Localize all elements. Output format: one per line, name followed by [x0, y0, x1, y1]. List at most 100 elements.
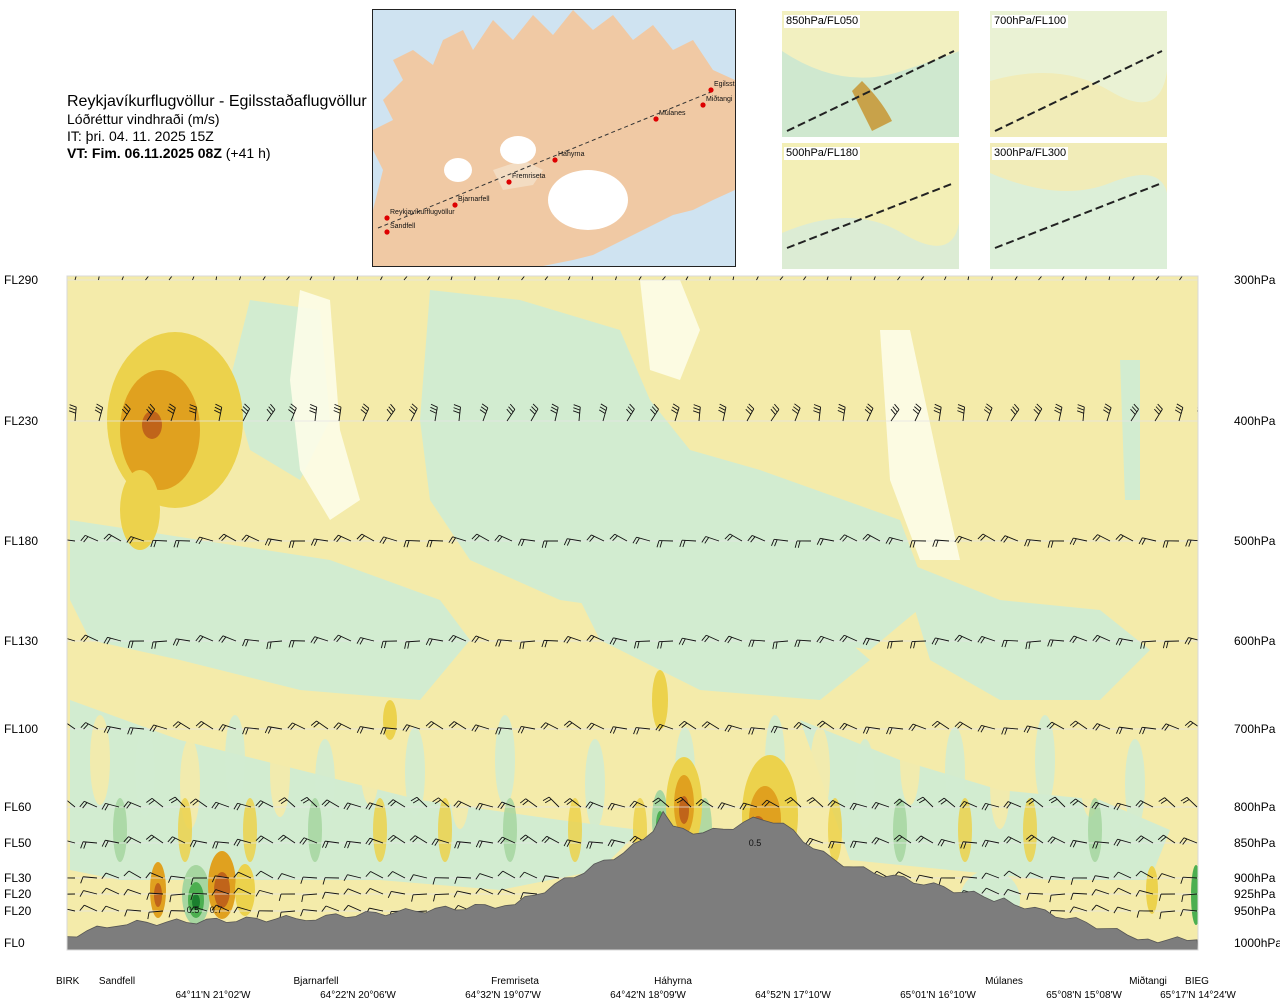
- wind-barb: [67, 638, 76, 642]
- wind-barb: [1184, 637, 1198, 645]
- wind-barb: [1000, 535, 1019, 543]
- wind-barb: [103, 636, 122, 645]
- field-region: [900, 560, 1150, 700]
- wind-barb: [784, 797, 802, 808]
- wind-barb: [172, 721, 191, 730]
- wind-barb: [1103, 403, 1112, 422]
- wind-barb: [233, 906, 252, 914]
- wind-barb: [563, 538, 582, 546]
- wind-barb: [1054, 403, 1063, 422]
- wind-barb: [1061, 276, 1065, 281]
- wind-barb: [967, 276, 970, 281]
- wind-barb: [1135, 800, 1154, 808]
- wind-barb: [67, 877, 76, 879]
- field-blob: [585, 739, 605, 829]
- field-blob: [192, 894, 200, 910]
- wind-barb: [1138, 537, 1157, 545]
- wind-barb: [79, 890, 98, 897]
- wind-barb: [932, 539, 950, 547]
- wind-barb: [1113, 838, 1132, 847]
- wind-barb: [103, 533, 122, 542]
- wind-barb: [748, 727, 766, 735]
- map-station-dot: [708, 87, 714, 93]
- wind-barb: [1179, 276, 1183, 281]
- wind-barb: [701, 721, 720, 730]
- wind-barb: [278, 893, 296, 901]
- wind-barb: [168, 875, 186, 883]
- wind-barb: [411, 893, 428, 902]
- wind-barb: [387, 891, 406, 898]
- wind-barb: [241, 403, 251, 422]
- wind-barb: [79, 904, 98, 912]
- wind-barb: [1113, 802, 1132, 811]
- field-blob: [990, 739, 1010, 829]
- location-label: Múlanes: [985, 976, 1023, 987]
- coordinate-label: 64°32'N 19°07'W: [465, 990, 541, 1001]
- wind-barb: [448, 536, 467, 544]
- wind-barb: [299, 837, 318, 845]
- wind-barb: [403, 276, 408, 281]
- wind-barb: [278, 797, 296, 808]
- wind-barb: [626, 403, 635, 422]
- wind-barb: [977, 724, 996, 733]
- wind-barb: [981, 887, 1000, 895]
- wind-barb: [322, 877, 340, 885]
- wind-barb: [1115, 637, 1134, 646]
- wind-barb: [748, 639, 766, 647]
- wind-barb: [794, 540, 812, 548]
- hpa-label: 400hPa: [1234, 414, 1276, 428]
- wind-barb: [1047, 639, 1065, 647]
- wind-barb: [343, 874, 362, 882]
- coordinate-label: 65°08'N 15°08'W: [1046, 990, 1122, 1001]
- wind-barb: [871, 801, 890, 810]
- wind-barb: [356, 276, 359, 281]
- glacier-langjokull: [444, 158, 472, 182]
- wind-barb: [333, 276, 335, 281]
- wind-barb: [920, 276, 925, 281]
- wind-barb: [1026, 797, 1044, 808]
- fl-label: FL230: [4, 414, 39, 428]
- mini-map-500-svg: [782, 143, 959, 269]
- field-blob: [135, 727, 155, 817]
- wind-barb: [264, 726, 283, 734]
- fl-label: FL130: [4, 634, 39, 648]
- valid-time-main: VT: Fim. 06.11.2025 08Z: [67, 145, 222, 161]
- wind-barb: [233, 838, 252, 847]
- wind-barb: [333, 722, 352, 730]
- field-region: [70, 520, 470, 700]
- map-station-dot: [384, 215, 390, 221]
- map-station-label: Fremriseta: [512, 173, 546, 180]
- wind-barb: [1014, 276, 1019, 281]
- wind-barb: [1069, 635, 1088, 644]
- wind-barb: [1092, 841, 1110, 849]
- wind-barb: [387, 834, 406, 844]
- wind-barb: [343, 904, 362, 912]
- wind-barb: [805, 837, 824, 846]
- issue-time: IT: þri. 04. 11. 2025 15Z: [67, 128, 214, 144]
- wind-barb: [454, 841, 472, 849]
- map-station-label: Háhyrna: [558, 151, 585, 158]
- wind-barb: [770, 725, 789, 734]
- wind-barb: [266, 640, 283, 650]
- wind-barb: [1092, 723, 1111, 731]
- plot-area: 0.5 0.7 0.5: [67, 276, 1198, 950]
- field-blob: [1035, 715, 1055, 805]
- wind-barb: [1108, 276, 1111, 281]
- field-region: [420, 290, 930, 650]
- wind-barb: [813, 404, 822, 422]
- wind-barb: [167, 403, 176, 422]
- wind-barb: [771, 538, 789, 547]
- wind-barb: [431, 838, 450, 846]
- plot-frame: [66, 275, 1199, 951]
- wind-barb: [1076, 404, 1085, 422]
- wind-barb: [212, 841, 230, 849]
- wind-barb: [386, 403, 396, 422]
- wind-barb: [1135, 889, 1154, 897]
- wind-barb: [607, 839, 626, 847]
- wind-barb: [214, 403, 223, 422]
- wind-barb: [1155, 276, 1160, 281]
- parameter-label: Lóðréttur vindhraði (m/s): [67, 111, 220, 127]
- mini-map-700-label: 700hPa/FL100: [992, 15, 1069, 28]
- wind-barb: [121, 403, 131, 422]
- wind-barb: [408, 403, 418, 422]
